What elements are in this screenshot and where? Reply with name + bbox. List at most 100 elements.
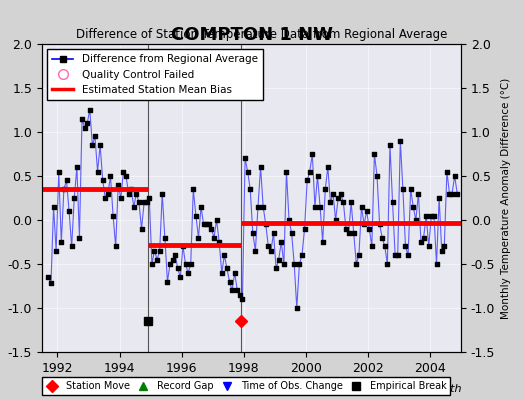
Point [171,252,179,258]
Point [166,261,174,267]
Point [316,204,324,210]
Point [292,305,301,311]
Point [68,243,76,250]
Point [96,142,104,148]
Point [137,226,146,232]
Point [124,190,133,197]
Point [248,230,257,236]
Point [443,168,451,175]
Point [440,243,449,250]
Point [119,168,128,175]
Point [194,234,203,241]
Point [303,177,311,184]
Point [324,164,332,170]
Point [342,226,350,232]
Point [112,243,120,250]
Point [143,199,151,206]
Point [407,186,415,192]
Point [207,226,215,232]
Point [57,239,66,245]
Point [212,217,221,223]
Text: Berkeley Earth: Berkeley Earth [379,384,461,394]
Point [311,204,319,210]
Point [117,195,125,201]
Point [148,261,156,267]
Point [91,133,99,140]
Point [451,173,459,179]
Point [93,168,102,175]
Point [254,204,262,210]
Point [189,186,198,192]
Point [383,261,391,267]
Point [200,221,208,228]
Point [360,221,368,228]
Point [365,226,374,232]
Point [233,287,242,294]
Point [179,243,187,250]
Point [60,186,68,192]
Point [65,208,73,214]
Point [210,234,218,241]
Point [394,252,402,258]
Point [277,239,286,245]
Point [401,243,410,250]
Point [396,138,405,144]
Legend: Station Move, Record Gap, Time of Obs. Change, Empirical Break: Station Move, Record Gap, Time of Obs. C… [42,377,450,395]
Point [399,186,407,192]
Point [161,234,169,241]
Point [236,292,244,298]
Point [70,195,79,201]
Point [83,120,91,126]
Point [122,173,130,179]
Point [109,212,117,219]
Point [352,261,361,267]
Point [101,195,110,201]
Text: Difference of Station Temperature Data from Regional Average: Difference of Station Temperature Data f… [77,28,447,41]
Point [62,177,71,184]
Title: COMPTON 1 NW: COMPTON 1 NW [170,26,333,44]
Point [272,265,280,272]
Point [85,107,94,113]
Point [54,168,63,175]
Point [319,239,327,245]
Point [435,195,443,201]
Point [246,186,255,192]
Point [156,248,164,254]
Point [73,164,81,170]
Point [223,265,231,272]
Point [187,261,195,267]
Point [176,274,184,280]
Point [192,212,200,219]
Point [75,234,84,241]
Point [168,256,177,263]
Point [163,278,172,285]
Point [231,270,239,276]
Point [88,142,96,148]
Point [380,243,389,250]
Point [388,199,397,206]
Point [321,186,330,192]
Point [173,265,182,272]
Point [419,234,428,241]
Point [215,239,223,245]
Point [225,278,234,285]
Point [184,270,192,276]
Point [261,221,270,228]
Point [326,199,335,206]
Point [241,155,249,162]
Point [424,243,433,250]
Point [78,116,86,122]
Point [370,151,379,157]
Point [300,226,309,232]
Point [404,252,412,258]
Point [52,248,60,254]
Point [378,234,386,241]
Point [417,239,425,245]
Point [409,204,418,210]
Point [197,204,205,210]
Point [217,270,226,276]
Legend: Difference from Regional Average, Quality Control Failed, Estimated Station Mean: Difference from Regional Average, Qualit… [47,49,263,100]
Point [47,280,55,286]
Point [282,168,291,175]
Point [264,243,272,250]
